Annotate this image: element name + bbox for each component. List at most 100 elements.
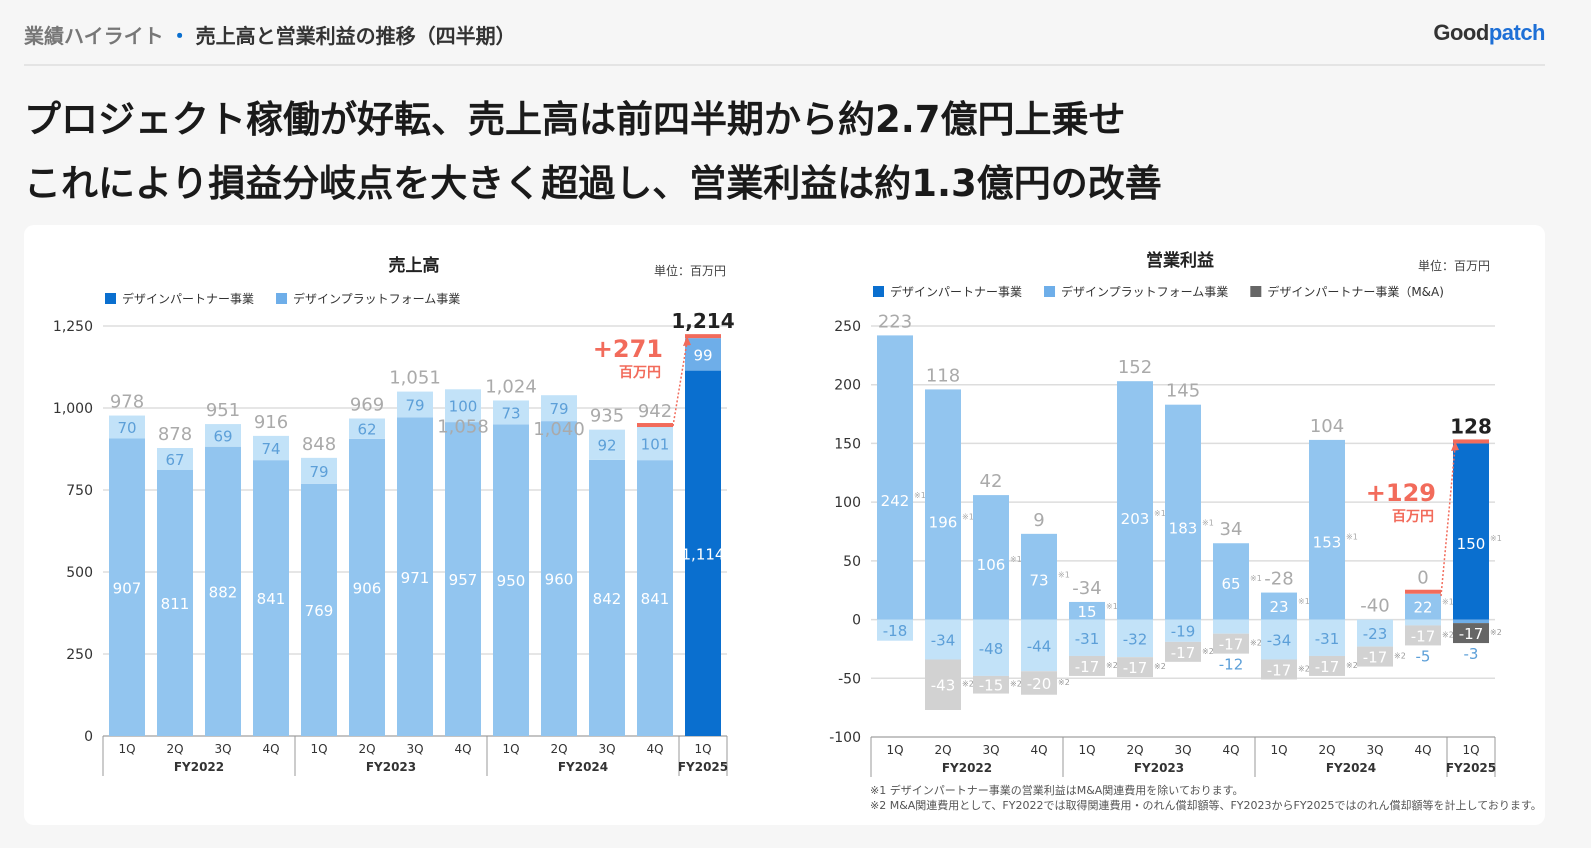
data-label: -17 bbox=[1267, 661, 1292, 679]
data-label: 907 bbox=[113, 579, 142, 597]
bar-segment-partner bbox=[1213, 543, 1249, 620]
data-label: 971 bbox=[401, 569, 430, 587]
quarter-label: 2Q bbox=[1318, 743, 1335, 757]
legend-label: デザインパートナー事業 bbox=[122, 291, 254, 306]
data-label: 99 bbox=[693, 346, 712, 364]
quarter-label: 1Q bbox=[310, 742, 327, 756]
note-mark-2: ※2 bbox=[1106, 661, 1118, 670]
quarter-label: 2Q bbox=[1126, 743, 1143, 757]
note-mark-1: ※1 bbox=[1106, 602, 1118, 611]
note-mark-1: ※1 bbox=[914, 491, 926, 500]
quarter-label: 3Q bbox=[406, 742, 423, 756]
data-label: -17 bbox=[1219, 636, 1244, 654]
data-label: 74 bbox=[261, 440, 280, 458]
header-divider bbox=[24, 64, 1545, 66]
note-mark-2: ※2 bbox=[1202, 647, 1214, 656]
quarter-label: 4Q bbox=[454, 742, 471, 756]
increase-value: +271 bbox=[593, 335, 663, 363]
data-label: 65 bbox=[1221, 575, 1240, 593]
data-label: -34 bbox=[1267, 632, 1292, 650]
y-tick-label: 1,000 bbox=[53, 401, 93, 417]
quarter-label: 1Q bbox=[1462, 743, 1479, 757]
bar-segment-platform bbox=[397, 391, 433, 418]
bar-segment-ma bbox=[1117, 657, 1153, 678]
bar-segment-partner bbox=[589, 459, 625, 736]
headline: プロジェクト稼働が好転、売上高は前四半期から約2.7億円上乗せ これにより損益分… bbox=[24, 88, 1162, 216]
bar-segment-ma bbox=[973, 675, 1009, 694]
quarter-label: 2Q bbox=[166, 742, 183, 756]
data-label: 62 bbox=[357, 421, 376, 439]
bar-segment-partner bbox=[157, 469, 193, 736]
quarter-label: 1Q bbox=[886, 743, 903, 757]
note-mark-1: ※1 bbox=[962, 513, 974, 522]
chart-title: 営業利益 bbox=[1146, 250, 1214, 271]
total-label: 9 bbox=[1033, 510, 1044, 531]
quarter-label: 2Q bbox=[550, 742, 567, 756]
fiscal-year-label: FY2023 bbox=[1134, 761, 1184, 775]
arrow-head bbox=[1451, 441, 1459, 451]
data-label: 841 bbox=[257, 590, 286, 608]
bar-segment-partner bbox=[877, 335, 913, 620]
note-mark-1: ※1 bbox=[1154, 509, 1166, 518]
bar-segment-ma bbox=[1405, 625, 1441, 646]
data-label: 23 bbox=[1269, 598, 1288, 616]
data-label: 101 bbox=[641, 436, 670, 454]
legend-swatch bbox=[1250, 286, 1262, 297]
data-label: 203 bbox=[1121, 510, 1150, 528]
bar-segment-platform bbox=[1069, 619, 1105, 656]
total-label: 1,051 bbox=[389, 368, 441, 389]
total-label: 104 bbox=[1310, 416, 1344, 437]
data-label: -17 bbox=[1171, 644, 1196, 662]
data-label: -44 bbox=[1027, 637, 1052, 655]
data-label: 73 bbox=[501, 404, 520, 422]
note-mark-1: ※1 bbox=[1298, 597, 1310, 606]
increase-unit: 百万円 bbox=[1392, 509, 1434, 525]
bar-segment-platform bbox=[301, 457, 337, 484]
data-label: 841 bbox=[641, 590, 670, 608]
legend-swatch bbox=[1044, 286, 1056, 297]
y-tick-label: 0 bbox=[852, 613, 861, 629]
data-label: 842 bbox=[593, 590, 622, 608]
data-label: 69 bbox=[213, 427, 232, 445]
legend-swatch bbox=[276, 293, 288, 304]
separator-dot: ・ bbox=[169, 24, 190, 48]
data-label: -48 bbox=[979, 640, 1004, 658]
bar-segment-platform bbox=[1261, 619, 1297, 660]
total-label: 1,058 bbox=[437, 417, 489, 438]
note-mark-1: ※1 bbox=[1202, 519, 1214, 528]
bar-segment-platform bbox=[589, 429, 625, 460]
bar-segment-platform bbox=[1453, 619, 1489, 624]
bar-segment-platform bbox=[349, 418, 385, 439]
data-label: 106 bbox=[977, 556, 1006, 574]
total-label: 0 bbox=[1417, 568, 1428, 589]
data-label: 196 bbox=[929, 514, 958, 532]
bar-segment-ma bbox=[925, 659, 961, 710]
increase-unit: 百万円 bbox=[619, 365, 661, 381]
chart-title: 売上高 bbox=[389, 255, 440, 276]
bar-segment-partner bbox=[925, 389, 961, 620]
bar-segment-ma bbox=[1213, 633, 1249, 654]
goodpatch-logo: Goodpatch bbox=[1433, 20, 1545, 45]
quarter-label: 4Q bbox=[646, 742, 663, 756]
data-label: 79 bbox=[405, 397, 424, 415]
fiscal-year-label: FY2024 bbox=[558, 760, 608, 774]
total-label: -40 bbox=[1360, 596, 1389, 617]
prev-bar-top-marker bbox=[1405, 589, 1441, 594]
note-mark-2: ※2 bbox=[1346, 661, 1358, 670]
bar-segment-platform bbox=[109, 415, 145, 439]
bar-segment-partner bbox=[109, 438, 145, 736]
data-label-below: -5 bbox=[1416, 647, 1431, 665]
quarter-label: 3Q bbox=[982, 743, 999, 757]
quarter-label: 3Q bbox=[1174, 743, 1191, 757]
data-label: -17 bbox=[1075, 658, 1100, 676]
bar-segment-partner bbox=[637, 460, 673, 736]
legend-label: デザインパートナー事業（M&A) bbox=[1267, 284, 1444, 299]
data-label: -43 bbox=[931, 677, 956, 695]
bar-segment-partner bbox=[1069, 601, 1105, 620]
data-label: -20 bbox=[1027, 675, 1052, 693]
page-header: 業績ハイライト・売上高と営業利益の推移（四半期） bbox=[24, 20, 516, 49]
quarter-label: 2Q bbox=[934, 743, 951, 757]
quarter-label: 3Q bbox=[1366, 743, 1383, 757]
bar-segment-platform bbox=[1309, 619, 1345, 656]
total-label: -28 bbox=[1264, 569, 1293, 590]
